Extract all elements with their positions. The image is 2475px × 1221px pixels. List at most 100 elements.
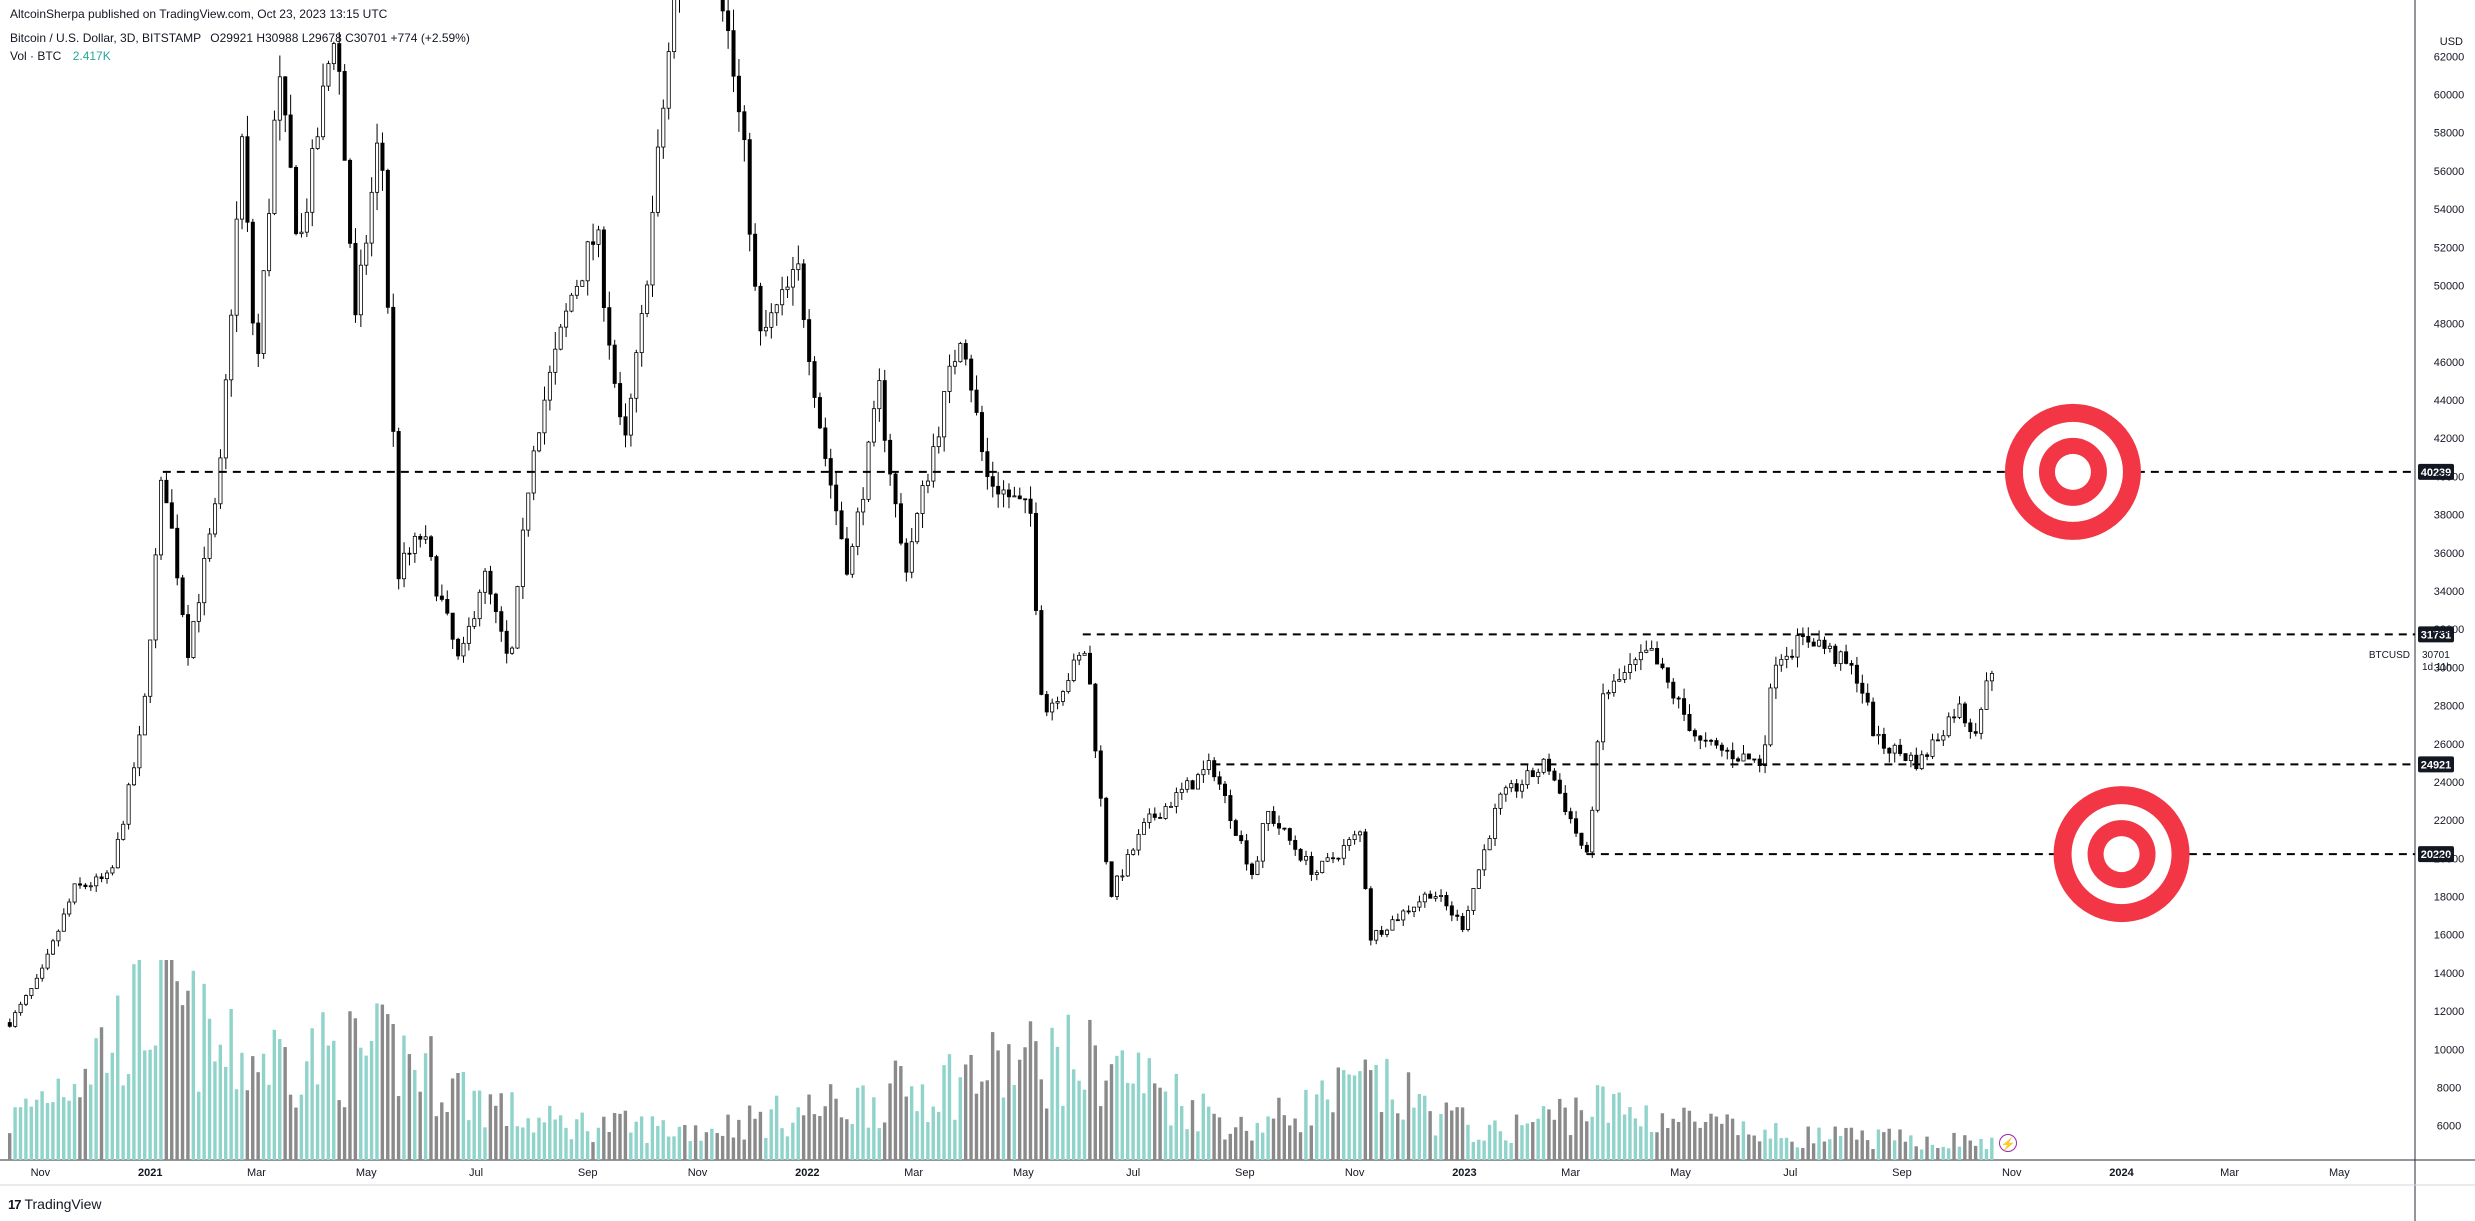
volume-bar bbox=[315, 1084, 320, 1160]
symbol-name[interactable]: Bitcoin / U.S. Dollar, 3D, BITSTAMP bbox=[10, 31, 201, 45]
price-tick-label: 50000 bbox=[2434, 280, 2465, 292]
candle-body bbox=[348, 159, 353, 244]
candle-body bbox=[1174, 792, 1179, 807]
volume-bar bbox=[1450, 1110, 1454, 1160]
candle-body bbox=[1520, 784, 1525, 792]
candle-body bbox=[24, 995, 29, 1005]
candle-body bbox=[1131, 849, 1136, 855]
volume-bar bbox=[256, 1072, 260, 1160]
volume-bar bbox=[1034, 1041, 1038, 1160]
volume-bar bbox=[1244, 1130, 1249, 1160]
candle-body bbox=[283, 76, 288, 116]
price-tick-label: 8000 bbox=[2437, 1082, 2461, 1094]
price-tick-label: 36000 bbox=[2434, 548, 2465, 560]
candle-body bbox=[1692, 730, 1697, 737]
candle-body bbox=[839, 510, 844, 540]
candle-body bbox=[877, 380, 882, 410]
volume-bar bbox=[1179, 1106, 1184, 1160]
candle-body bbox=[1244, 840, 1249, 865]
volume-bar bbox=[1892, 1140, 1897, 1160]
candle-body bbox=[1385, 929, 1390, 935]
candle-body bbox=[385, 169, 390, 308]
volume-bar bbox=[1325, 1099, 1330, 1160]
volume-bar bbox=[710, 1128, 714, 1160]
volume-bar bbox=[661, 1120, 665, 1160]
volume-bar bbox=[823, 1106, 827, 1160]
volume-bar bbox=[1865, 1140, 1870, 1160]
time-tick-label: May bbox=[2329, 1167, 2350, 1179]
volume-legend: Vol · BTC 2.417K bbox=[10, 49, 111, 63]
candle-body bbox=[1060, 691, 1065, 702]
volume-bar bbox=[1698, 1127, 1702, 1160]
candle-body bbox=[1433, 896, 1438, 899]
candle-body bbox=[18, 1003, 23, 1014]
volume-bar bbox=[321, 1012, 325, 1160]
candle-body bbox=[1044, 694, 1049, 713]
candle-body bbox=[861, 498, 866, 513]
candle-body bbox=[1541, 758, 1546, 773]
volume-bar bbox=[1109, 1064, 1114, 1160]
volume-bar bbox=[1309, 1125, 1314, 1160]
candle-body bbox=[326, 63, 331, 87]
tradingview-footer[interactable]: 17 TradingView bbox=[8, 1196, 102, 1212]
candle-body bbox=[753, 233, 758, 287]
volume-bar bbox=[1876, 1129, 1881, 1160]
volume-bar bbox=[1660, 1113, 1665, 1160]
volume-bar bbox=[283, 1047, 287, 1160]
candle-body bbox=[1876, 733, 1881, 737]
target-icon[interactable] bbox=[2004, 403, 2141, 540]
candle-body bbox=[267, 213, 272, 272]
volume-bar bbox=[1941, 1146, 1945, 1160]
volume-bar bbox=[1720, 1123, 1724, 1160]
volume-bar bbox=[1747, 1134, 1751, 1160]
candle-body bbox=[1201, 769, 1206, 776]
price-tick-label: 18000 bbox=[2434, 892, 2465, 904]
candle-body bbox=[1984, 680, 1989, 710]
lightning-icon[interactable]: ⚡ bbox=[1999, 1134, 2017, 1152]
volume-bar bbox=[764, 1137, 768, 1160]
time-tick-label: Sep bbox=[578, 1167, 598, 1179]
candle-body bbox=[1844, 651, 1849, 664]
price-tick-label: 22000 bbox=[2434, 815, 2465, 827]
candle-body bbox=[1444, 895, 1449, 907]
candle-body bbox=[34, 977, 39, 989]
volume-bar bbox=[461, 1071, 466, 1160]
volume-bar bbox=[78, 1097, 82, 1160]
volume-bar bbox=[29, 1106, 34, 1160]
volume-bar bbox=[845, 1119, 849, 1160]
candle-body bbox=[666, 51, 671, 109]
volume-bar bbox=[337, 1100, 341, 1160]
candle-body bbox=[893, 473, 898, 505]
volume-bar bbox=[1125, 1082, 1130, 1160]
volume-bar bbox=[1855, 1139, 1859, 1160]
candle-body bbox=[180, 577, 185, 615]
volume-bar bbox=[1536, 1118, 1540, 1160]
volume-bar bbox=[407, 1054, 412, 1160]
target-icon[interactable] bbox=[2053, 786, 2190, 923]
volume-bar bbox=[1590, 1116, 1594, 1160]
volume-bar bbox=[110, 1052, 115, 1160]
target-markers[interactable] bbox=[2004, 403, 2190, 923]
candle-body bbox=[844, 538, 849, 575]
candle-body bbox=[1952, 716, 1957, 719]
time-tick-label: Jul bbox=[1126, 1167, 1140, 1179]
time-tick-label: Sep bbox=[1235, 1167, 1255, 1179]
candle-body bbox=[72, 883, 77, 903]
currency-label[interactable]: USD bbox=[2439, 36, 2463, 48]
candle-body bbox=[1439, 895, 1444, 897]
candle-body bbox=[963, 343, 968, 360]
volume-bar bbox=[607, 1131, 611, 1160]
volume-bar bbox=[1444, 1102, 1449, 1160]
candle-body bbox=[763, 326, 768, 332]
volume-bar bbox=[888, 1083, 892, 1160]
volume-bar bbox=[1012, 1085, 1016, 1160]
volume-label[interactable]: Vol · BTC bbox=[10, 49, 62, 63]
candle-body bbox=[29, 988, 34, 996]
volume-bar bbox=[699, 1140, 703, 1160]
volume-bar bbox=[1649, 1131, 1654, 1160]
volume-bar bbox=[677, 1126, 682, 1160]
candle-body bbox=[1514, 783, 1519, 792]
volume-bar bbox=[1811, 1143, 1816, 1160]
candle-body bbox=[639, 313, 644, 354]
